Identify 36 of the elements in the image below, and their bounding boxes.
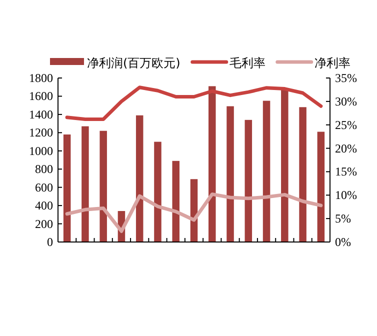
y2-tick-label: 5% xyxy=(335,212,351,226)
y-tick-label: 800 xyxy=(35,162,53,176)
line-series xyxy=(65,192,323,233)
y2-tick-label: 15% xyxy=(335,164,357,179)
bar xyxy=(63,134,71,242)
bar xyxy=(244,120,252,242)
bar xyxy=(299,107,306,242)
bar xyxy=(136,115,144,242)
y-tick-label: 1000 xyxy=(29,144,53,158)
legend-label: 毛利率 xyxy=(229,56,266,70)
y2-tick-label: 35% xyxy=(335,71,357,85)
line-series xyxy=(65,86,323,121)
y-tick-label: 200 xyxy=(35,216,53,231)
legend-label: 净利润(百万欧元) xyxy=(87,56,180,70)
y-tick-label: 1200 xyxy=(29,126,53,140)
bar xyxy=(154,142,162,242)
y2-tick-label: 25% xyxy=(335,118,357,132)
y2-tick-label: 20% xyxy=(335,141,357,156)
bar xyxy=(281,90,288,242)
y-tick-label: 1600 xyxy=(29,89,53,104)
bar xyxy=(317,132,325,242)
bar xyxy=(208,86,216,242)
y2-tick-label: 0% xyxy=(335,235,351,249)
y-tick-label: 600 xyxy=(35,180,53,194)
y-tick-label: 400 xyxy=(35,198,53,213)
y-tick-label: 0 xyxy=(47,235,53,249)
bar xyxy=(82,126,89,242)
y2-tick-label: 30% xyxy=(335,94,357,108)
bar xyxy=(100,130,107,242)
bar xyxy=(226,106,234,242)
y2-tick-label: 10% xyxy=(335,188,357,202)
y-tick-label: 1800 xyxy=(29,71,53,85)
legend-label: 净利率 xyxy=(314,56,350,70)
bar xyxy=(172,160,180,242)
bar xyxy=(262,100,270,242)
y-tick-label: 1400 xyxy=(29,107,53,122)
